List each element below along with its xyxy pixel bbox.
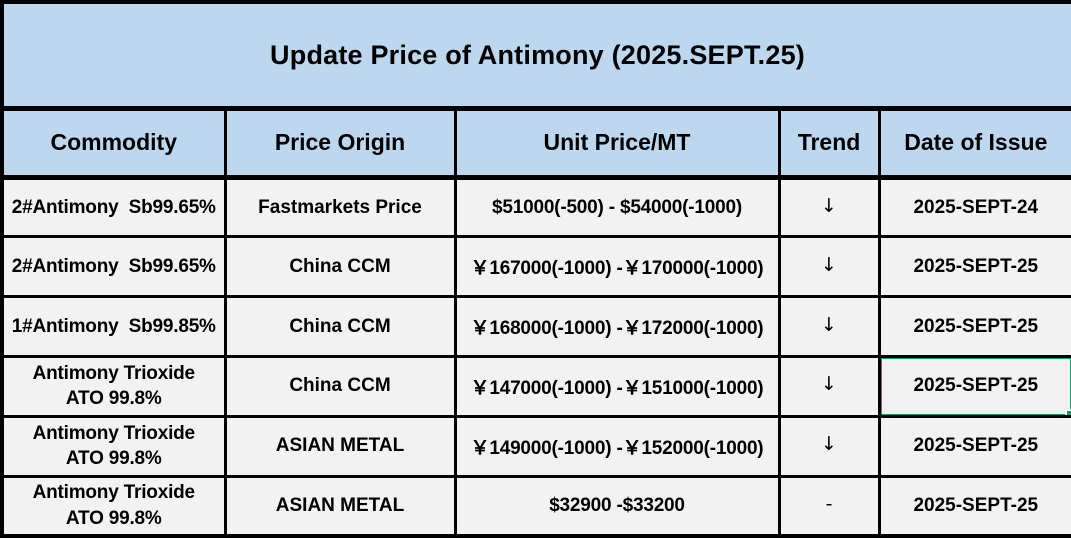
date-of-issue-cell-selected[interactable]: 2025-SEPT-25 <box>877 355 1071 418</box>
price-origin-cell[interactable]: China CCM <box>223 235 457 299</box>
header-row: Commodity Price Origin Unit Price/MT Tre… <box>0 107 1071 180</box>
trend-down-arrow-cell[interactable]: ↓ <box>777 355 881 418</box>
header-commodity: Commodity <box>0 107 227 180</box>
trend-down-arrow-cell[interactable]: ↓ <box>777 414 881 478</box>
commodity-cell[interactable]: 2#Antimony Sb99.65% <box>0 175 227 239</box>
unit-price-cell[interactable]: ￥147000(-1000) -￥151000(-1000) <box>453 355 781 418</box>
unit-price-cell[interactable]: $51000(-500) - $54000(-1000) <box>453 175 781 239</box>
page-title: Update Price of Antimony (2025.SEPT.25) <box>0 0 1071 112</box>
header-trend: Trend <box>777 107 881 180</box>
date-of-issue-cell[interactable]: 2025-SEPT-25 <box>877 235 1071 299</box>
fill-handle[interactable] <box>1065 408 1071 414</box>
unit-price-cell[interactable]: $32900 -$33200 <box>453 474 781 538</box>
table-row: Antimony Trioxide ATO 99.8% China CCM ￥1… <box>0 355 1071 418</box>
date-of-issue-cell[interactable]: 2025-SEPT-24 <box>877 175 1071 239</box>
header-unit-price: Unit Price/MT <box>453 107 781 180</box>
table-row: 2#Antimony Sb99.65% Fastmarkets Price $5… <box>0 175 1071 239</box>
header-price-origin: Price Origin <box>223 107 457 180</box>
commodity-cell[interactable]: Antimony Trioxide ATO 99.8% <box>0 414 227 478</box>
price-origin-cell[interactable]: ASIAN METAL <box>223 414 457 478</box>
date-of-issue-cell[interactable]: 2025-SEPT-25 <box>877 474 1071 538</box>
price-origin-cell[interactable]: Fastmarkets Price <box>223 175 457 239</box>
trend-dash-cell[interactable]: - <box>777 474 881 538</box>
table-row: 1#Antimony Sb99.85% China CCM ￥168000(-1… <box>0 295 1071 359</box>
commodity-cell[interactable]: 2#Antimony Sb99.65% <box>0 235 227 299</box>
commodity-cell[interactable]: Antimony Trioxide ATO 99.8% <box>0 474 227 538</box>
price-origin-cell[interactable]: China CCM <box>223 295 457 359</box>
unit-price-cell[interactable]: ￥168000(-1000) -￥172000(-1000) <box>453 295 781 359</box>
title-row: Update Price of Antimony (2025.SEPT.25) <box>0 0 1071 112</box>
price-origin-cell[interactable]: China CCM <box>223 355 457 418</box>
date-of-issue-cell[interactable]: 2025-SEPT-25 <box>877 414 1071 478</box>
selected-cell-text: 2025-SEPT-25 <box>913 375 1039 397</box>
unit-price-cell[interactable]: ￥149000(-1000) -￥152000(-1000) <box>453 414 781 478</box>
price-origin-cell[interactable]: ASIAN METAL <box>223 474 457 538</box>
unit-price-cell[interactable]: ￥167000(-1000) -￥170000(-1000) <box>453 235 781 299</box>
commodity-cell[interactable]: Antimony Trioxide ATO 99.8% <box>0 355 227 418</box>
trend-down-arrow-cell[interactable]: ↓ <box>777 295 881 359</box>
header-date-of-issue: Date of Issue <box>877 107 1071 180</box>
table-row: 2#Antimony Sb99.65% China CCM ￥167000(-1… <box>0 235 1071 299</box>
table-row: Antimony Trioxide ATO 99.8% ASIAN METAL … <box>0 414 1071 478</box>
table-row: Antimony Trioxide ATO 99.8% ASIAN METAL … <box>0 474 1071 538</box>
date-of-issue-cell[interactable]: 2025-SEPT-25 <box>877 295 1071 359</box>
trend-down-arrow-cell[interactable]: ↓ <box>777 175 881 239</box>
trend-down-arrow-cell[interactable]: ↓ <box>777 235 881 299</box>
commodity-cell[interactable]: 1#Antimony Sb99.85% <box>0 295 227 359</box>
